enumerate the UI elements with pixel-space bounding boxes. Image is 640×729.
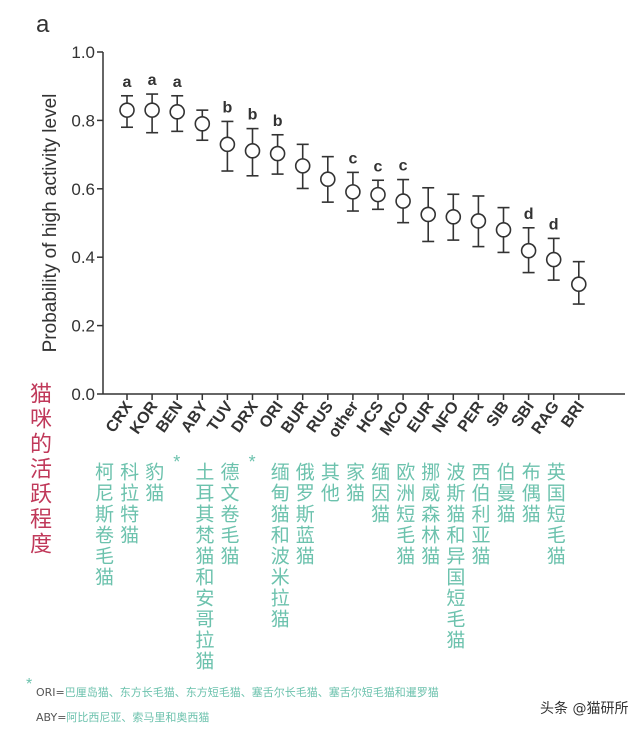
data-point: [244, 143, 261, 159]
footnote-ori-text: 巴厘岛猫、东方长毛猫、东方短毛猫、塞舌尔长毛猫、塞舌尔短毛猫和暹罗猫: [64, 686, 439, 699]
data-point: [144, 102, 160, 118]
group-letter: c: [348, 150, 357, 167]
group-letter: c: [399, 158, 408, 175]
footnote-ori: ORI=巴厘岛猫、东方长毛猫、东方短毛猫、塞舌尔长毛猫、塞舌尔短毛猫和暹罗猫: [36, 684, 439, 700]
footnote-aby-text: 阿比西尼亚、索马里和奥西猫: [66, 711, 210, 724]
y-tick-label: 0.0: [71, 385, 95, 404]
x-tick-label: SIB: [484, 399, 513, 431]
group-letter: d: [524, 206, 534, 223]
y-tick-label: 0.8: [71, 111, 95, 130]
data-point: [294, 158, 311, 174]
y-axis-label-cn: 猫咪的活跃程度: [26, 382, 51, 557]
x-tick-label: DRX: [228, 398, 261, 436]
category-label-cn: 伯曼猫: [493, 462, 516, 525]
footnote-aby-key: ABY=: [36, 711, 67, 724]
x-tick-label: EUR: [404, 398, 438, 436]
group-letter: c: [374, 158, 383, 175]
data-point: [219, 136, 236, 153]
x-tick-label: BRI: [558, 399, 588, 431]
data-point: [520, 242, 537, 259]
category-label-cn: 波斯猫和异国短毛猫: [443, 462, 466, 651]
y-tick-label: 0.2: [71, 317, 95, 336]
category-label-cn: 布偶猫: [518, 462, 541, 525]
data-point: [545, 251, 562, 268]
category-label-cn: 缅因猫: [368, 462, 391, 525]
data-point: [119, 102, 135, 118]
data-point: [570, 276, 587, 293]
x-tick-label: PER: [455, 398, 488, 435]
group-letter: a: [173, 74, 182, 91]
category-label-cn: 欧洲短毛猫: [393, 462, 416, 567]
category-label-cn: 俄罗斯蓝猫: [292, 462, 315, 567]
data-point: [345, 184, 361, 200]
category-label-cn: 挪威森林猫: [418, 462, 441, 567]
category-label-cn: 其他: [317, 462, 340, 504]
category-label-cn: *: [248, 452, 256, 472]
data-point: [495, 222, 512, 238]
category-label-cn: 柯尼斯卷毛猫: [92, 462, 114, 588]
data-point: [445, 209, 462, 225]
group-letter: a: [148, 72, 157, 89]
data-point: [194, 116, 211, 132]
data-point: [395, 193, 411, 209]
group-letter: b: [273, 113, 283, 130]
category-label-cn: 豹猫: [142, 462, 165, 504]
footnote-star: *: [26, 676, 33, 693]
footnote-aby: ABY=阿比西尼亚、索马里和奥西猫: [36, 709, 209, 725]
category-label-cn: 德文卷毛猫: [217, 462, 240, 567]
data-point: [370, 186, 386, 203]
group-letter: b: [248, 107, 258, 124]
watermark: 头条 @猫研所: [540, 701, 629, 717]
x-tick-label: BEN: [153, 399, 186, 436]
category-label-cn: 家猫: [343, 462, 365, 504]
group-letter: d: [549, 216, 559, 233]
category-label-cn: 科拉特猫: [117, 462, 140, 546]
x-tick-label: KOR: [127, 398, 162, 437]
data-point: [420, 206, 437, 223]
category-label-cn: 英国短毛猫: [543, 462, 566, 567]
category-label-cn: *: [173, 452, 181, 472]
x-tick-label: MCO: [377, 399, 412, 439]
y-tick-label: 0.4: [71, 248, 95, 267]
footnote-ori-key: ORI=: [36, 686, 65, 699]
category-label-cn: 土耳其梵猫和安哥拉猫: [192, 462, 215, 672]
panel-label: a: [36, 11, 50, 38]
data-point: [169, 104, 185, 120]
x-tick-label: BUR: [278, 398, 312, 437]
data-point: [269, 145, 286, 162]
x-tick-label: RAG: [529, 399, 563, 438]
y-axis-label: Probability of high activity level: [40, 94, 61, 353]
x-tick-label: ABY: [178, 398, 211, 436]
y-tick-label: 0.6: [71, 180, 95, 199]
category-label-cn: 缅甸猫和波米拉猫: [267, 462, 290, 630]
group-letter: b: [223, 99, 233, 116]
group-letter: a: [123, 74, 132, 91]
x-tick-label: NFO: [429, 399, 462, 436]
data-point: [470, 213, 487, 229]
y-tick-label: 1.0: [71, 43, 95, 62]
category-label-cn: 西伯利亚猫: [468, 462, 491, 567]
data-point: [319, 171, 336, 188]
